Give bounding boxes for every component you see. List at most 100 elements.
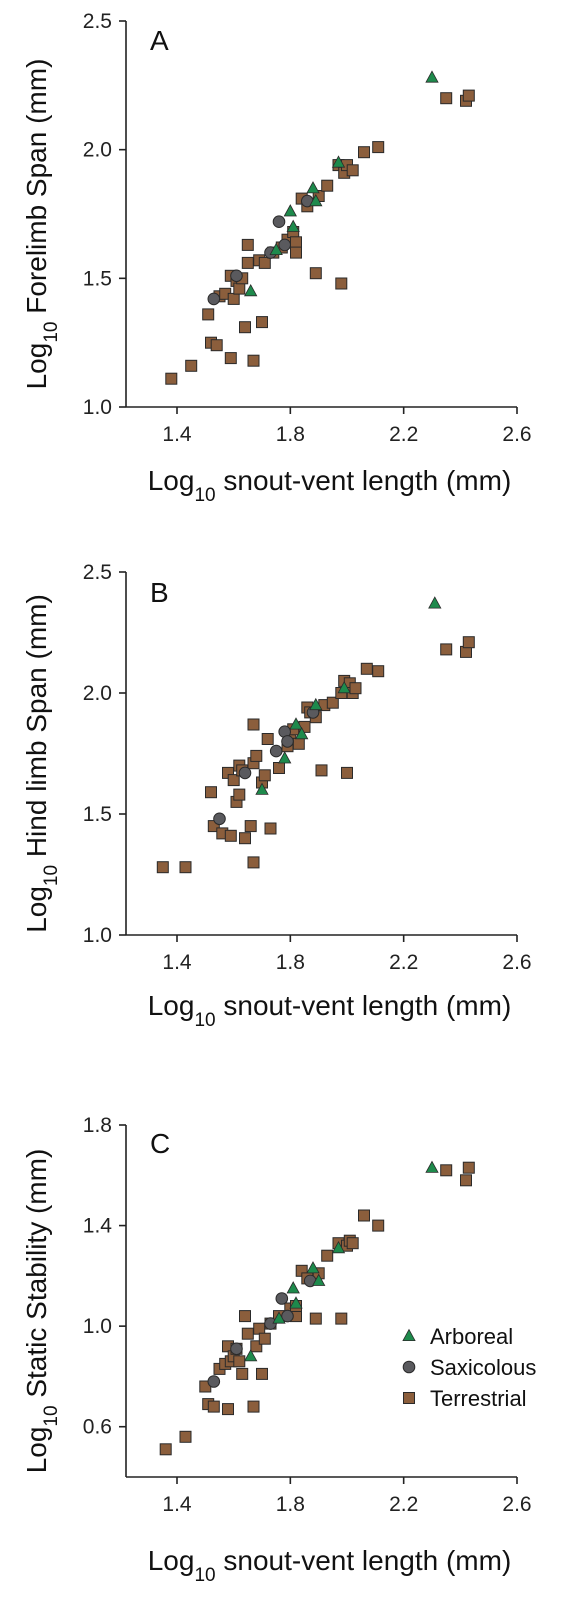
y-tick-label: 1.4	[83, 1215, 113, 1238]
x-tick-label: 2.6	[502, 951, 531, 974]
arboreal-point	[272, 1311, 286, 1324]
terrestrial-point	[462, 89, 475, 102]
terrestrial-point	[440, 643, 453, 656]
terrestrial-point	[358, 146, 370, 159]
terrestrial-point	[256, 1367, 268, 1380]
panel-b: 1.0 1.5 2.0 2.5 1.4 1.8 2.2 2.6 B Log10 snout-ven…	[21, 561, 532, 1031]
y-tick-label: 1.0	[83, 1315, 112, 1338]
terrestrial-point	[224, 352, 237, 365]
arboreal-point	[331, 155, 346, 168]
terrestrial-point	[227, 292, 240, 305]
series-terrestrial	[156, 636, 475, 874]
terrestrial-point	[233, 788, 246, 801]
terrestrial-point	[290, 246, 302, 259]
arboreal-point	[244, 1349, 258, 1362]
saxicolous-point	[281, 1309, 294, 1323]
x-tick-label: 1.4	[162, 1493, 192, 1516]
terrestrial-point	[358, 1209, 370, 1222]
panel-letter: A	[150, 25, 169, 56]
saxicolous-point	[207, 1375, 221, 1388]
y-tick-label: 2.5	[83, 561, 112, 584]
terrestrial-point	[372, 665, 385, 678]
saxicolous-point	[272, 215, 286, 228]
x-axis-title: Log10 snout-vent length (mm)	[148, 990, 512, 1031]
legend: Arboreal Saxicolous Terrestrial	[402, 1324, 536, 1411]
terrestrial-point	[202, 308, 215, 321]
x-tick-label: 2.2	[389, 951, 418, 974]
terrestrial-point	[185, 359, 198, 372]
arboreal-point	[269, 242, 283, 256]
terrestrial-point	[372, 1219, 385, 1232]
arboreal-point	[312, 1273, 326, 1286]
arboreal-point	[309, 697, 323, 711]
x-axis-title: Log10 snout-vent length (mm)	[148, 1545, 512, 1586]
terrestrial-point	[440, 92, 453, 105]
terrestrial-point	[253, 1322, 266, 1335]
series-saxicolous	[213, 706, 320, 826]
x-tick-label: 2.6	[502, 1493, 531, 1516]
terrestrial-point	[239, 321, 251, 334]
terrestrial-point	[309, 267, 322, 280]
terrestrial-point	[222, 1403, 234, 1416]
terrestrial-point	[165, 372, 178, 385]
arboreal-point	[337, 680, 351, 694]
terrestrial-point	[273, 762, 285, 774]
y-tick-label: 2.0	[83, 139, 112, 162]
y-tick-label: 1.5	[83, 803, 112, 826]
terrestrial-point	[210, 339, 223, 352]
saxicolous-point	[230, 269, 243, 283]
y-axis-title: Log10 Hind limb Span (mm)	[21, 594, 62, 933]
terrestrial-point	[247, 354, 260, 367]
terrestrial-point	[462, 636, 475, 649]
terrestrial-point	[309, 1312, 322, 1325]
y-axis-title: Log10 Forelimb Span (mm)	[21, 59, 62, 390]
y-tick-label: 2.0	[83, 682, 112, 705]
y-tick-label: 1.5	[83, 267, 112, 290]
y-tick-label: 0.6	[83, 1416, 112, 1439]
y-tick-label: 2.5	[83, 10, 112, 33]
terrestrial-point	[179, 1430, 192, 1443]
saxicolous-point	[238, 766, 252, 780]
terrestrial-point	[335, 277, 348, 290]
terrestrial-point	[256, 316, 268, 329]
terrestrial-point	[321, 179, 334, 192]
arboreal-point	[255, 782, 269, 795]
y-tick-label: 1.0	[83, 924, 112, 947]
series-saxicolous	[207, 1274, 317, 1388]
arboreal-point	[306, 1261, 320, 1274]
terrestrial-point	[326, 696, 339, 709]
saxicolous-point	[278, 238, 292, 252]
x-tick-label: 1.8	[276, 1493, 305, 1516]
x-tick-label: 2.6	[502, 423, 531, 446]
terrestrial-point	[290, 236, 302, 249]
terrestrial-point	[159, 1443, 172, 1456]
terrestrial-point	[292, 737, 305, 750]
terrestrial-point	[247, 1400, 260, 1413]
arboreal-point	[286, 219, 300, 232]
terrestrial-point	[233, 282, 246, 295]
terrestrial-point	[233, 1355, 246, 1368]
terrestrial-point	[460, 1174, 472, 1187]
saxicolous-point	[230, 1342, 243, 1356]
panel-c: 0.6 1.0 1.4 1.8 1.4 1.8 2.2 2.6 C Log10 snout-ven…	[21, 1114, 536, 1586]
terrestrial-point	[349, 682, 362, 695]
arboreal-point	[289, 1296, 303, 1309]
x-tick-label: 2.2	[389, 1493, 418, 1516]
terrestrial-point	[346, 164, 359, 177]
terrestrial-point	[440, 1164, 453, 1177]
arboreal-point	[425, 1160, 439, 1173]
terrestrial-point	[241, 256, 254, 269]
terrestrial-point	[258, 256, 271, 269]
arboreal-point	[295, 726, 309, 740]
x-tick-label: 1.8	[276, 423, 305, 446]
arboreal-point	[283, 204, 297, 217]
panel-letter: C	[150, 1128, 170, 1159]
terrestrial-point	[207, 1400, 220, 1413]
saxicolous-point	[275, 1292, 289, 1305]
terrestrial-point	[315, 764, 328, 777]
y-axis-title: Log10 Static Stability (mm)	[21, 1149, 62, 1474]
arboreal-point	[428, 596, 442, 609]
x-tick-label: 1.8	[276, 951, 305, 974]
saxicolous-point	[281, 735, 294, 748]
terrestrial-point	[264, 822, 277, 835]
